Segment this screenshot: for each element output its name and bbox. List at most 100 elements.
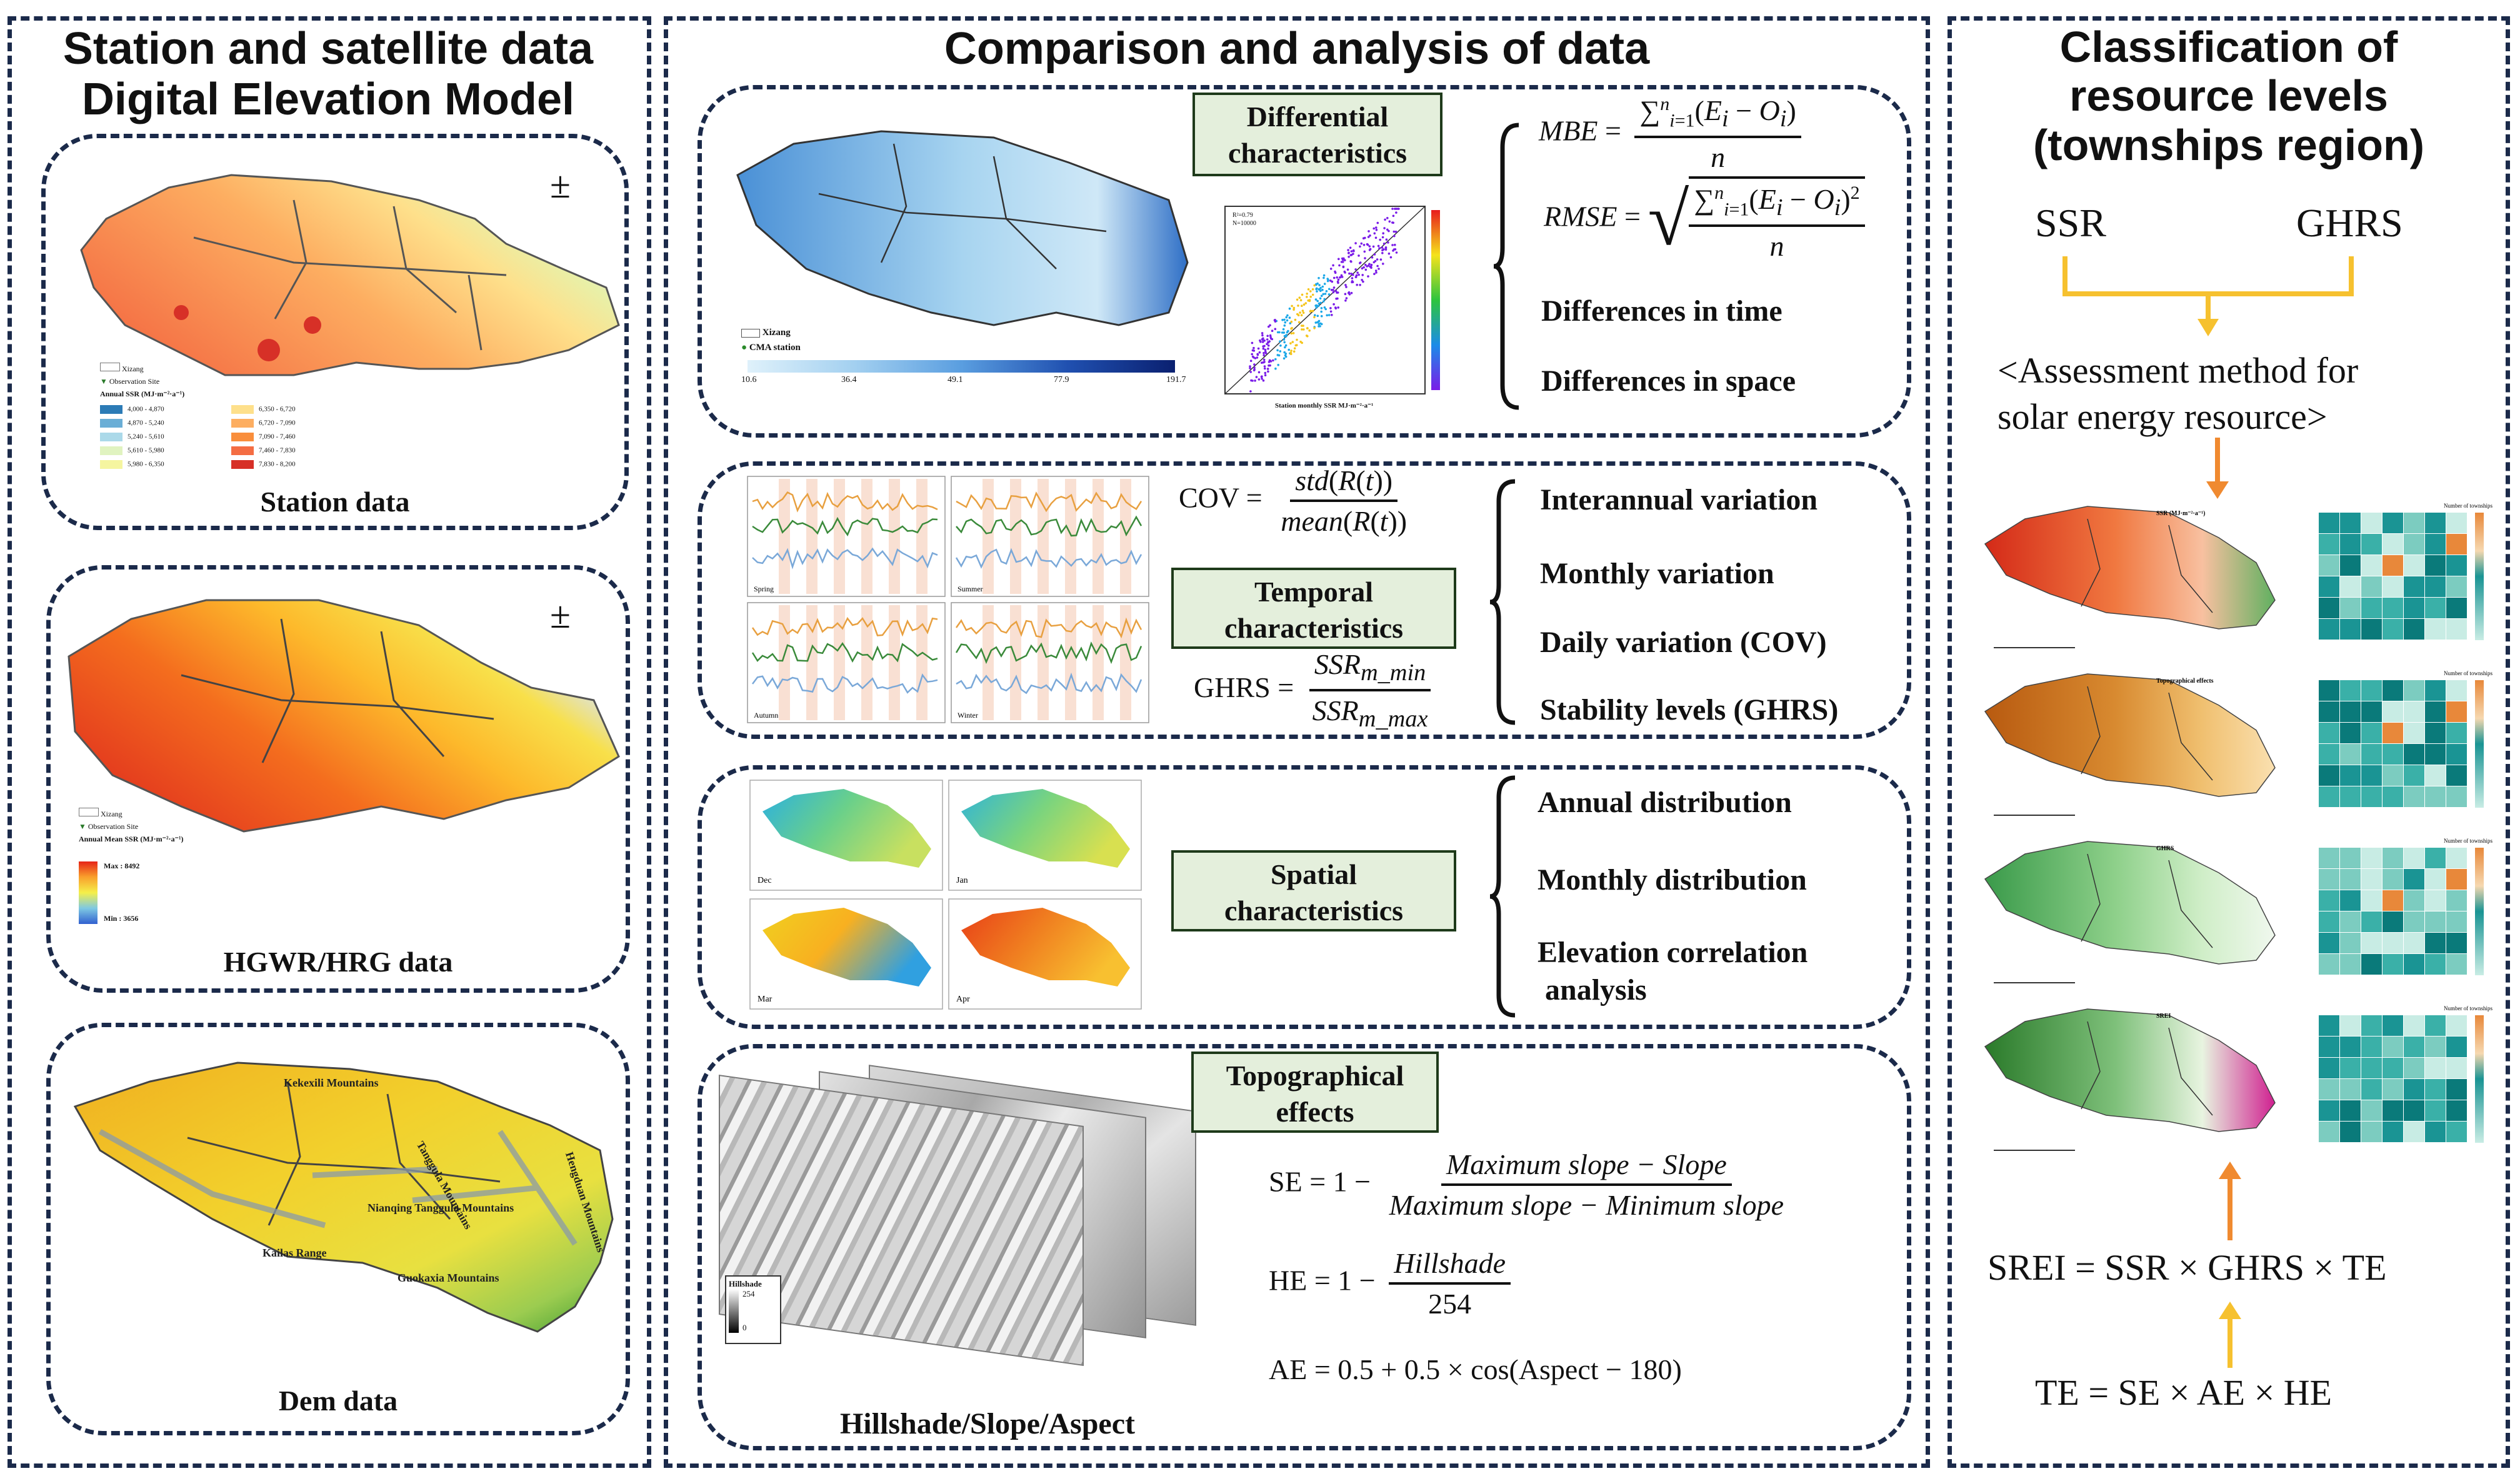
ghrs-label: GHRS xyxy=(1194,671,1271,703)
scatter-point xyxy=(1269,360,1272,363)
scatter-point xyxy=(1257,347,1260,350)
heatmap-cell xyxy=(2446,1037,2467,1057)
scatter-point xyxy=(1392,214,1395,218)
heatmap-cell xyxy=(2382,911,2403,932)
scatter-point xyxy=(1267,341,1269,344)
station-range-swatch xyxy=(100,446,122,455)
station-range-swatch xyxy=(100,460,122,469)
heatmap-cell xyxy=(2404,1058,2424,1078)
heatmap-cell xyxy=(2404,598,2424,618)
classification-map-title: SREI xyxy=(2156,1013,2171,1020)
scatter-point xyxy=(1373,273,1376,275)
scatter-point xyxy=(1367,236,1370,238)
station-range-2: 5,240 - 5,610 xyxy=(100,433,164,441)
hillshade-legend-title: Hillshade xyxy=(729,1279,762,1288)
dem-label-0: Kekexili Mountains xyxy=(284,1077,379,1089)
scatter-point xyxy=(1319,297,1322,300)
heatmap-cell xyxy=(2340,911,2361,932)
scatter-point xyxy=(1299,299,1302,301)
scatter-point xyxy=(1286,331,1289,334)
scatter-point xyxy=(1315,283,1318,286)
scatter-point xyxy=(1349,246,1352,249)
scatter-point xyxy=(1322,276,1325,279)
se-numerator: Maximum slope − Slope xyxy=(1446,1148,1727,1180)
legend-observation: Observation Site xyxy=(109,377,160,386)
station-range-label: 5,980 - 6,350 xyxy=(128,460,164,468)
heatmap-cell xyxy=(2340,701,2361,722)
scatter-point xyxy=(1298,321,1301,324)
scatter-point xyxy=(1258,371,1261,374)
scatter-point xyxy=(1278,331,1281,334)
heatmap-cell xyxy=(2425,598,2446,618)
he-numerator: Hillshade xyxy=(1394,1247,1506,1279)
scatter-point xyxy=(1290,349,1292,352)
right-ghrs: GHRS xyxy=(2296,201,2403,245)
scatter-point xyxy=(1309,309,1312,313)
scatter-point xyxy=(1306,293,1308,295)
scatter-point xyxy=(1285,316,1288,319)
scatter-point xyxy=(1281,319,1284,321)
temporal-chart-spring: Spring xyxy=(747,476,946,597)
scatter-point xyxy=(1283,318,1286,321)
scatter-point xyxy=(1313,284,1316,287)
scatter-point xyxy=(1378,268,1380,270)
heatmap-cell xyxy=(2425,1037,2446,1057)
heatmap-header: Number of townships xyxy=(2444,503,2492,509)
scatter-point xyxy=(1344,299,1347,302)
scatter-point xyxy=(1263,339,1266,342)
scatter-point xyxy=(1388,252,1391,255)
scatter-point xyxy=(1348,291,1350,294)
scatter-point xyxy=(1264,348,1267,351)
scatter-point xyxy=(1314,298,1318,301)
spatial-month-label: Apr xyxy=(956,995,970,1004)
heatmap-cell xyxy=(2446,890,2467,911)
heatmap-cell xyxy=(2446,1100,2467,1121)
temporal-chart-autumn: Autumn xyxy=(747,602,946,723)
heatmap-cell xyxy=(2382,1079,2403,1100)
scatter-point xyxy=(1391,208,1394,210)
scatter-point xyxy=(1325,290,1328,293)
scatter-point xyxy=(1320,323,1323,326)
scatter-point xyxy=(1279,340,1281,343)
heatmap-cell xyxy=(2319,619,2339,640)
heatmap-cell xyxy=(2382,598,2403,618)
heatmap-cell xyxy=(2361,933,2382,953)
scatter-point xyxy=(1316,290,1318,293)
scatter-point xyxy=(1266,338,1269,341)
scatter-point xyxy=(1311,288,1314,291)
hgwr-max: Max : 8492 xyxy=(104,861,140,870)
heatmap-cell xyxy=(2361,1037,2382,1057)
scatter-point xyxy=(1355,274,1358,277)
scatter-point xyxy=(1305,334,1308,337)
scatter-point xyxy=(1308,329,1311,332)
temporal-brace xyxy=(1489,479,1516,725)
scatter-point xyxy=(1318,319,1321,323)
scatter-point xyxy=(1372,227,1375,230)
station-range-9: 7,830 - 8,200 xyxy=(231,460,296,469)
scatter-point xyxy=(1361,279,1363,281)
station-range-swatch xyxy=(231,433,254,441)
scatter-point xyxy=(1381,252,1384,254)
scatter-point xyxy=(1375,226,1378,229)
scatter-point xyxy=(1392,230,1396,233)
scatter-point xyxy=(1354,242,1357,244)
scatter-point xyxy=(1279,344,1282,347)
scatter-point xyxy=(1289,322,1292,324)
scatter-point xyxy=(1381,249,1384,251)
heatmap-cell xyxy=(2340,954,2361,975)
scatter-point xyxy=(1269,324,1271,327)
heatmap-cell xyxy=(2340,555,2361,576)
legend-title: Annual SSR (MJ·m⁻²·a⁻¹) xyxy=(100,389,185,398)
he-denominator: 254 xyxy=(1428,1288,1472,1320)
scatter-point xyxy=(1383,227,1386,229)
scatter-point xyxy=(1373,232,1376,235)
temporal-season-label: Winter xyxy=(958,711,978,720)
scatter-point xyxy=(1313,327,1316,329)
scatter-point xyxy=(1374,236,1378,239)
scatter-point xyxy=(1264,350,1267,353)
scatter-point xyxy=(1259,339,1261,342)
scatter-point xyxy=(1352,249,1355,252)
heatmap-cell xyxy=(2425,619,2446,640)
classification-map-0: SSR (MJ·m⁻²·a⁻¹) xyxy=(1984,506,2276,648)
heatmap-cell xyxy=(2361,1015,2382,1036)
